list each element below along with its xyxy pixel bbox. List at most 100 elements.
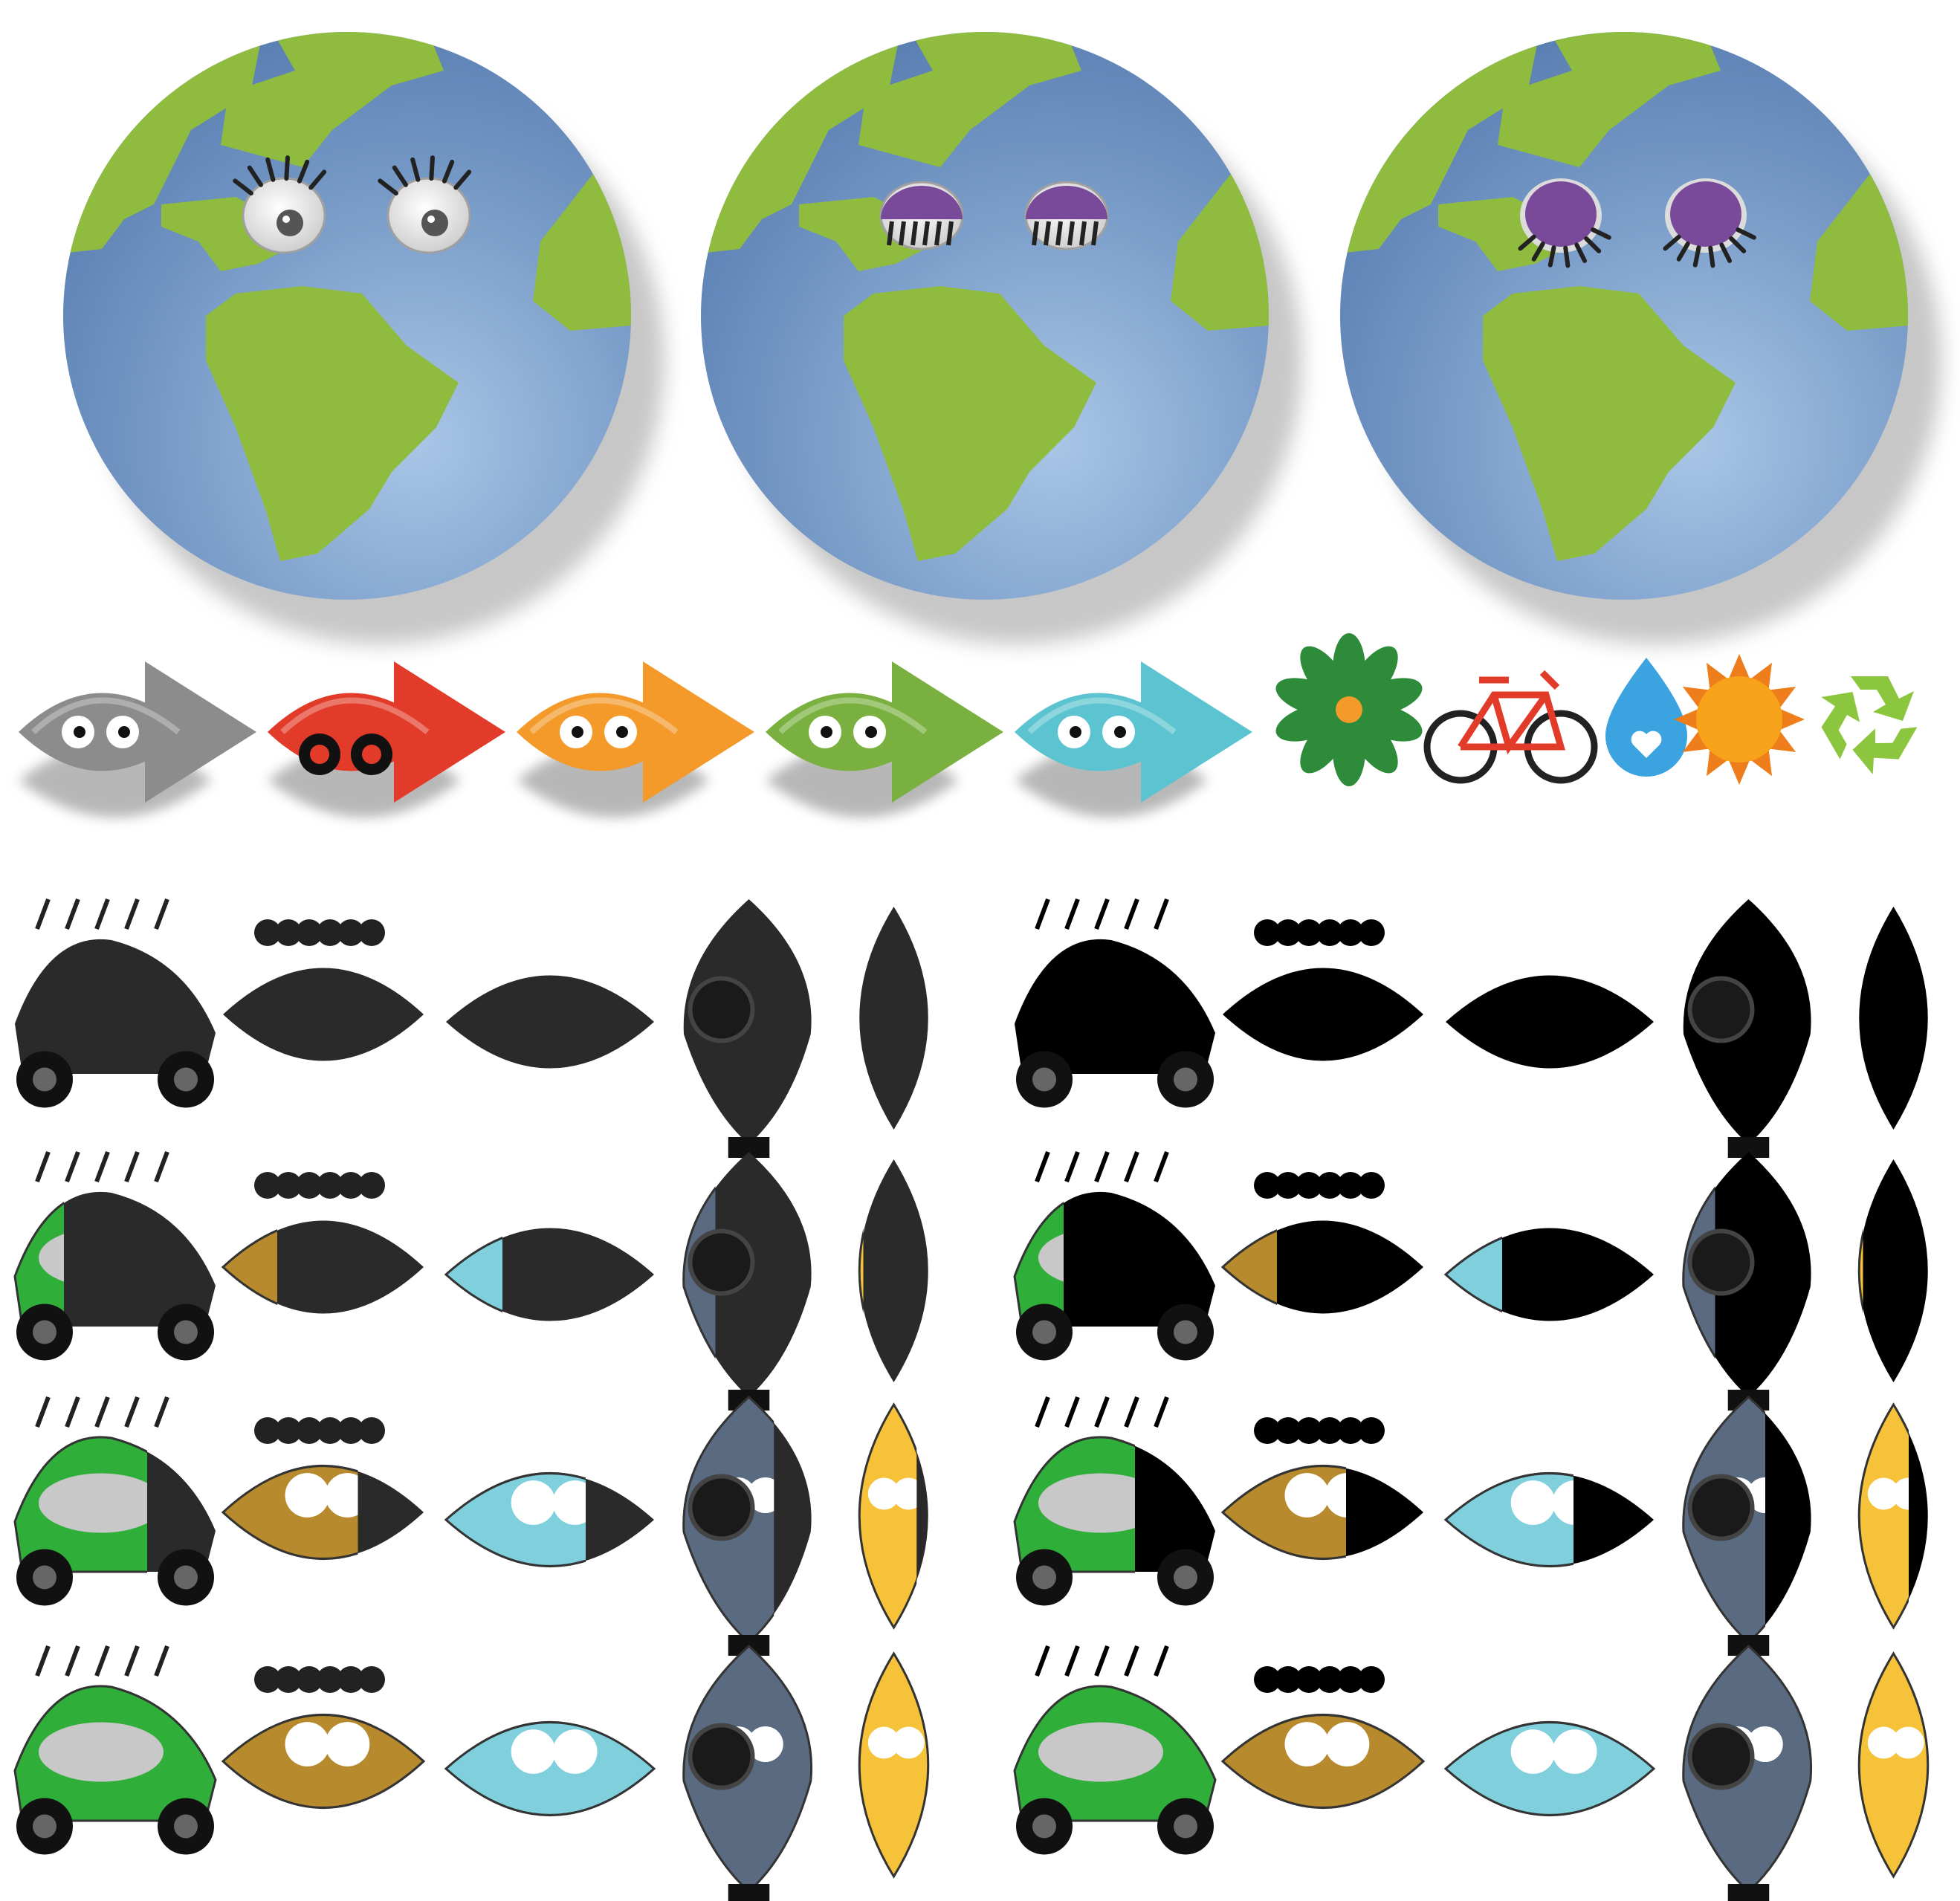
character-silhouette — [1446, 975, 1654, 1069]
earth-eyes-closed — [1340, 32, 1941, 644]
eye — [1510, 1729, 1556, 1774]
sun-ray — [1780, 709, 1805, 730]
tire — [1687, 1474, 1755, 1541]
pupil — [572, 726, 583, 738]
character-fill — [1443, 1472, 1574, 1567]
petal — [1300, 646, 1351, 707]
car-character — [13, 1645, 217, 1855]
wheel-hub — [1032, 1565, 1056, 1590]
sprout — [1154, 1150, 1169, 1183]
hair-tuft — [1337, 1417, 1364, 1444]
can-character — [1857, 1159, 1928, 1382]
hair-tuft — [337, 1666, 364, 1693]
leopard-character — [221, 1172, 424, 1314]
arrow-head — [643, 661, 754, 803]
character-fill — [1857, 1228, 1863, 1314]
car-character — [1013, 1150, 1215, 1361]
pupil — [1114, 726, 1126, 738]
wheel-hub — [1174, 1067, 1197, 1092]
character-fill — [1443, 1721, 1656, 1816]
water-character — [444, 1721, 656, 1816]
character-fill — [858, 1402, 917, 1630]
eyelash — [1708, 245, 1715, 268]
sprout — [94, 1396, 110, 1428]
leopard-character — [1220, 1666, 1426, 1809]
hair-tuft — [1275, 919, 1301, 946]
hair-tuft — [317, 919, 343, 946]
character-silhouette — [15, 1191, 216, 1327]
car-window — [39, 1234, 64, 1282]
character-silhouette — [223, 968, 424, 1061]
earth-row — [63, 32, 1941, 644]
hair-tuft — [296, 1666, 323, 1693]
car-window — [1038, 1473, 1135, 1533]
sprout — [1035, 898, 1050, 930]
sprout — [65, 1150, 80, 1183]
eyelash — [1591, 227, 1611, 240]
eye — [867, 1477, 900, 1510]
trash-character — [1682, 1644, 1813, 1901]
eye — [511, 1729, 556, 1774]
pupil-shine — [427, 216, 435, 223]
leopard-character — [1220, 1417, 1423, 1560]
eye — [1284, 1473, 1330, 1518]
trash-character — [682, 1395, 812, 1656]
eyelash — [284, 155, 290, 181]
wheel-hub — [33, 1067, 56, 1092]
hair-tuft — [337, 1172, 364, 1199]
earth-eyes — [1518, 178, 1756, 268]
sun-ray — [1682, 731, 1710, 752]
bike-handle — [1539, 670, 1560, 690]
hair-tuft — [1254, 1172, 1281, 1199]
south-america — [844, 286, 1096, 561]
character-silhouette — [1015, 1191, 1215, 1327]
leaf-highlight — [280, 697, 430, 735]
eyelash — [410, 157, 421, 182]
sun-ray — [1682, 686, 1710, 708]
wheel-hub — [1032, 1814, 1056, 1839]
sun-ray — [1769, 731, 1796, 752]
eye — [1510, 1480, 1556, 1525]
eye — [892, 1477, 917, 1510]
gray-leaf-arrow — [19, 661, 256, 817]
pupil — [616, 726, 628, 738]
trash-character — [1683, 899, 1811, 1158]
hair-tuft — [254, 1666, 281, 1693]
eye — [1552, 1480, 1574, 1525]
sun-ray — [1769, 687, 1796, 708]
character-fill — [221, 1229, 277, 1305]
leaf-arrow-row — [19, 661, 1252, 817]
earth-eyes — [879, 181, 1109, 250]
sprout — [1154, 898, 1169, 930]
character-fill — [858, 1651, 930, 1879]
sprout — [1094, 1396, 1110, 1428]
eyelash — [1584, 236, 1602, 253]
tire — [688, 1228, 755, 1296]
character-fill — [444, 1721, 656, 1816]
eye — [1892, 1477, 1909, 1510]
tire — [1687, 1228, 1755, 1296]
sprout — [65, 1645, 80, 1677]
trash-character — [1682, 1152, 1811, 1411]
eye — [747, 1726, 783, 1763]
eyelid — [1525, 181, 1597, 247]
character-fill — [1220, 1465, 1346, 1560]
hair-tuft — [317, 1172, 343, 1199]
eye — [285, 1722, 330, 1766]
pupil — [865, 726, 877, 738]
eye — [325, 1722, 370, 1766]
sprout — [124, 1150, 140, 1183]
wheel-hub — [174, 1814, 198, 1839]
wheel-hub — [174, 1565, 198, 1590]
sprout — [124, 898, 140, 930]
character-silhouette — [1015, 939, 1215, 1074]
eye — [1747, 1726, 1783, 1763]
water-character — [444, 1228, 654, 1321]
hair-tuft — [1337, 1666, 1364, 1693]
earth-eyes — [233, 155, 472, 254]
sprout — [35, 1645, 51, 1677]
eyelash — [265, 157, 276, 182]
eyelid — [1670, 181, 1741, 247]
eyelash — [233, 178, 253, 196]
sprout — [1064, 1396, 1080, 1428]
